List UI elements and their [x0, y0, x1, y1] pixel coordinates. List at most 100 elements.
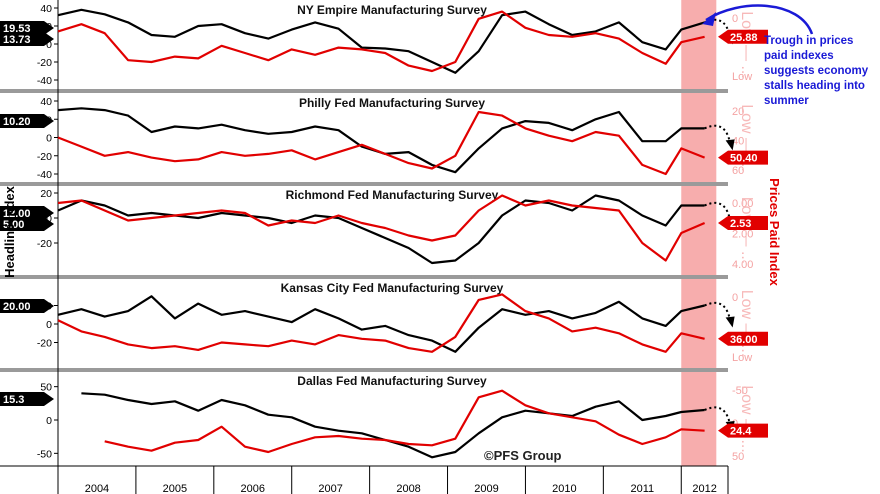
panel-3: Richmond Fed Manufacturing Survey 20 0 -20 0… — [0, 188, 768, 271]
right-side-label: Low — ... — [738, 11, 755, 79]
right-tick-label: -50 — [732, 385, 748, 397]
prices-series-line — [57, 10, 705, 73]
panel-title: Dallas Fed Manufacturing Survey — [297, 374, 487, 388]
left-tick-label: -40 — [37, 169, 52, 181]
panel-4: Kansas City Fed Manufacturing Survey200-… — [0, 281, 768, 364]
headline-series-line — [57, 194, 705, 265]
annotation-line-3: suggests economy — [764, 65, 869, 77]
forecast-arrowhead-icon — [725, 139, 735, 151]
panel-5: Dallas Fed Manufacturing Survey 50 0 -50 -50… — [0, 374, 768, 463]
panel-2: Philly Fed Manufacturing Survey 40 20 0 -20 -… — [0, 96, 768, 181]
left-tick-label: -20 — [37, 338, 52, 350]
right-side-label: Low — ... — [738, 290, 755, 358]
grid-layer — [0, 0, 728, 467]
headline-badge-label: 10.20 — [3, 116, 31, 128]
highlight-band — [681, 0, 717, 466]
left-tick-label: 0 — [46, 133, 52, 145]
left-axis-title: Headline Index — [2, 185, 17, 278]
prices-badge — [718, 423, 768, 438]
panel-separator — [0, 182, 728, 186]
right-tick-label: 50 — [732, 451, 744, 463]
headline-series-line — [57, 295, 705, 353]
year-label: 2004 — [85, 483, 109, 494]
year-label: 2012 — [692, 483, 716, 494]
headline-badge — [0, 217, 54, 231]
headline-badge-label: 5.00 — [3, 219, 24, 231]
year-label: 2005 — [163, 483, 187, 494]
panel-separator — [0, 368, 728, 372]
annotation-line-1: Trough in prices — [764, 35, 853, 47]
annotation-arrow — [705, 4, 814, 35]
panel-separator — [0, 89, 728, 93]
highlight-layer — [681, 0, 717, 466]
left-tick-label: -20 — [37, 151, 52, 163]
left-tick-label: 50 — [40, 382, 52, 394]
annotation-line-2: paid indexes — [764, 50, 834, 62]
left-tick-label: -50 — [37, 448, 52, 460]
annotation-line-4: stalls heading into — [764, 80, 865, 92]
year-label: 2010 — [552, 483, 576, 494]
right-tick-label: 20 — [732, 106, 744, 118]
prices-series-line — [104, 389, 705, 454]
right-side-label: Low — ... — [738, 385, 755, 453]
headline-series-line — [57, 8, 705, 74]
headline-series-line — [81, 392, 705, 459]
right-tick-label: 0.00 — [732, 198, 753, 210]
annotation-text: Trough in prices paid indexes suggests e… — [764, 35, 871, 107]
left-tick-label: 0 — [46, 213, 52, 225]
headline-badge — [0, 299, 54, 313]
left-tick-label: -20 — [37, 57, 52, 69]
right-side-label: Low — ... — [738, 197, 755, 265]
prices-badge — [718, 29, 768, 44]
panel-1: NY Empire Manufacturing Survey40200-20-4… — [0, 3, 768, 87]
prices-badge — [718, 216, 768, 230]
panels-layer: NY Empire Manufacturing Survey 40 20 0 -20 -4… — [0, 3, 768, 463]
prices-badge-label: 36.00 — [730, 334, 758, 346]
annotation: Trough in prices paid indexes suggests e… — [702, 4, 871, 107]
prices-badge — [718, 150, 768, 165]
prices-badge-label: 50.40 — [730, 153, 758, 165]
annotation-line-5: summer — [764, 95, 809, 107]
x-axis: 2004 2005 2006 2007 2008 2009 2010 2011 2012 — [57, 466, 729, 494]
headline-badge-label: 13.73 — [3, 34, 31, 46]
left-tick-label: 40 — [40, 96, 52, 108]
headline-badge-label: 15.3 — [3, 394, 24, 406]
annotation-arrowhead-icon — [702, 12, 716, 26]
right-tick-label: 40 — [732, 136, 744, 148]
panel-title: NY Empire Manufacturing Survey — [297, 3, 487, 17]
right-tick-label: 4.00 — [732, 259, 753, 271]
left-tick-label: 20 — [40, 188, 52, 200]
watermark: ©PFS Group — [484, 448, 562, 463]
left-tick-label: 0 — [46, 415, 52, 427]
right-axis-title: Prices Paid Index — [767, 178, 782, 286]
right-tick-label: 60 — [732, 165, 744, 177]
right-tick-label: 2.00 — [732, 229, 753, 241]
panel-title: Philly Fed Manufacturing Survey — [299, 96, 485, 110]
prices-series-line — [57, 194, 706, 262]
panel-separator — [0, 275, 728, 279]
prices-badge-label: 25.88 — [730, 32, 758, 44]
headline-badge — [0, 114, 54, 128]
headline-badge — [0, 206, 54, 220]
right-tick-label: Low — [732, 352, 752, 364]
right-tick-label: 0 — [732, 292, 738, 304]
prices-series-line — [57, 293, 705, 353]
right-tick-label: 0 — [732, 13, 738, 25]
left-tick-label: -20 — [37, 238, 52, 250]
panel-title: Richmond Fed Manufacturing Survey — [286, 188, 499, 202]
prices-badge-label: 2.53 — [730, 218, 751, 230]
prices-badge — [718, 331, 768, 346]
panel-title: Kansas City Fed Manufacturing Survey — [281, 281, 504, 295]
headline-badge-label: 20.00 — [3, 301, 31, 313]
left-tick-label: 0 — [46, 39, 52, 51]
year-label: 2009 — [474, 483, 498, 494]
forecast-arrowhead-icon — [725, 316, 735, 328]
prices-badge-label: 24.4 — [730, 426, 752, 438]
left-tick-label: 0 — [46, 319, 52, 331]
year-label: 2007 — [318, 483, 342, 494]
left-tick-label: -40 — [37, 75, 52, 87]
left-tick-label: 40 — [40, 3, 52, 15]
headline-badge — [0, 32, 54, 46]
